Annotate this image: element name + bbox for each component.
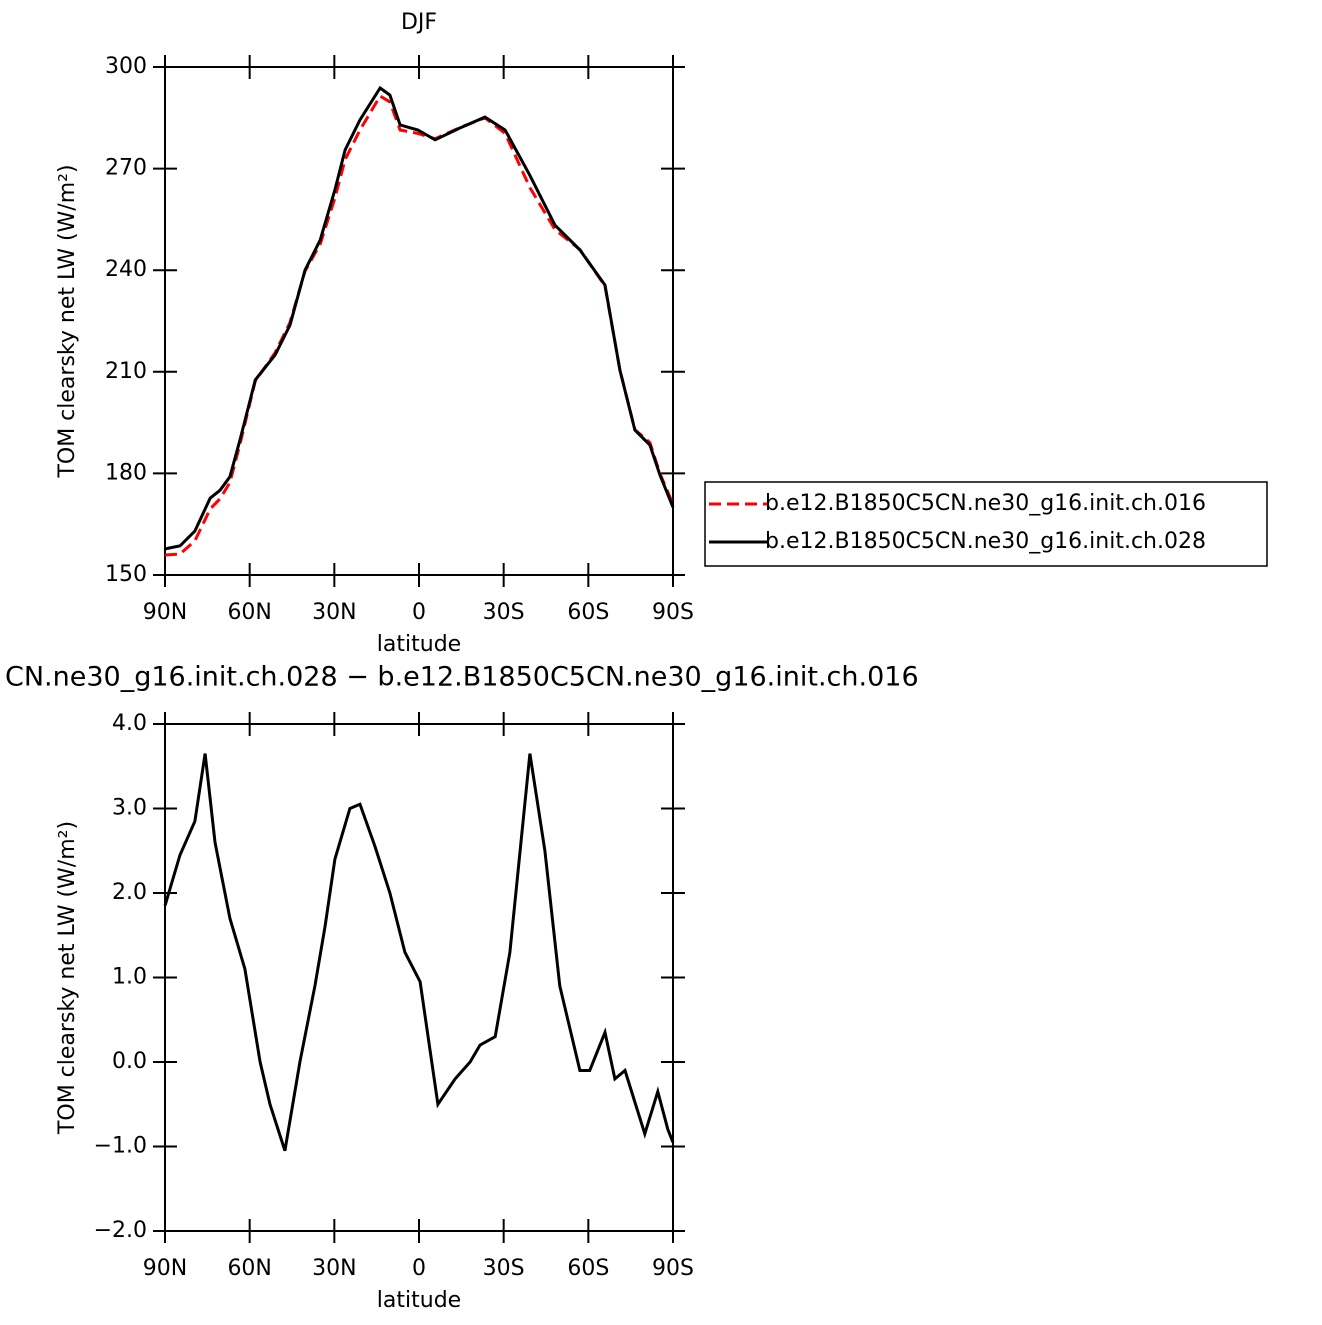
- x-tick-label: 0: [412, 1256, 426, 1281]
- x-tick-label: 60S: [567, 600, 609, 625]
- x-tick-label: 30S: [483, 600, 525, 625]
- x-tick-label: 90N: [143, 1256, 187, 1281]
- series-line: [164, 94, 675, 557]
- series-line: [163, 753, 675, 1152]
- series-line: [164, 85, 675, 551]
- x-tick-label: 90S: [652, 600, 694, 625]
- y-tick-label: 300: [105, 54, 147, 79]
- y-tick-label: 0.0: [112, 1049, 147, 1074]
- x-tick-label: 90N: [143, 600, 187, 625]
- plot-frame: [164, 66, 674, 576]
- legend-label: b.e12.B1850C5CN.ne30_g16.init.ch.016: [765, 491, 1206, 516]
- x-tick-label: 30N: [312, 1256, 356, 1281]
- y-axis-label: TOM clearsky net LW (W/m²): [55, 821, 80, 1135]
- x-axis-label: latitude: [377, 632, 461, 657]
- x-tick-label: 30N: [312, 600, 356, 625]
- x-axis-label: latitude: [377, 1288, 461, 1313]
- y-tick-label: 150: [105, 562, 147, 587]
- y-tick-label: 210: [105, 359, 147, 384]
- x-tick-label: 60N: [227, 1256, 271, 1281]
- chart-title: DJF: [401, 10, 437, 35]
- x-tick-label: 60S: [567, 1256, 609, 1281]
- y-tick-label: −2.0: [94, 1218, 147, 1243]
- legend-box: [704, 481, 1268, 567]
- y-tick-label: −1.0: [94, 1134, 147, 1159]
- y-tick-label: 4.0: [112, 711, 147, 736]
- x-tick-label: 0: [412, 600, 426, 625]
- legend-label: b.e12.B1850C5CN.ne30_g16.init.ch.028: [765, 529, 1206, 554]
- y-tick-label: 1.0: [112, 965, 147, 990]
- y-tick-label: 240: [105, 257, 147, 282]
- x-tick-label: 30S: [483, 1256, 525, 1281]
- x-tick-label: 60N: [227, 600, 271, 625]
- x-tick-label: 90S: [652, 1256, 694, 1281]
- chart-title: CN.ne30_g16.init.ch.028 − b.e12.B1850C5C…: [5, 662, 919, 693]
- y-tick-label: 180: [105, 460, 147, 485]
- y-tick-label: 3.0: [112, 796, 147, 821]
- y-tick-label: 2.0: [112, 880, 147, 905]
- y-tick-label: 270: [105, 156, 147, 181]
- y-axis-label: TOM clearsky net LW (W/m²): [55, 164, 80, 478]
